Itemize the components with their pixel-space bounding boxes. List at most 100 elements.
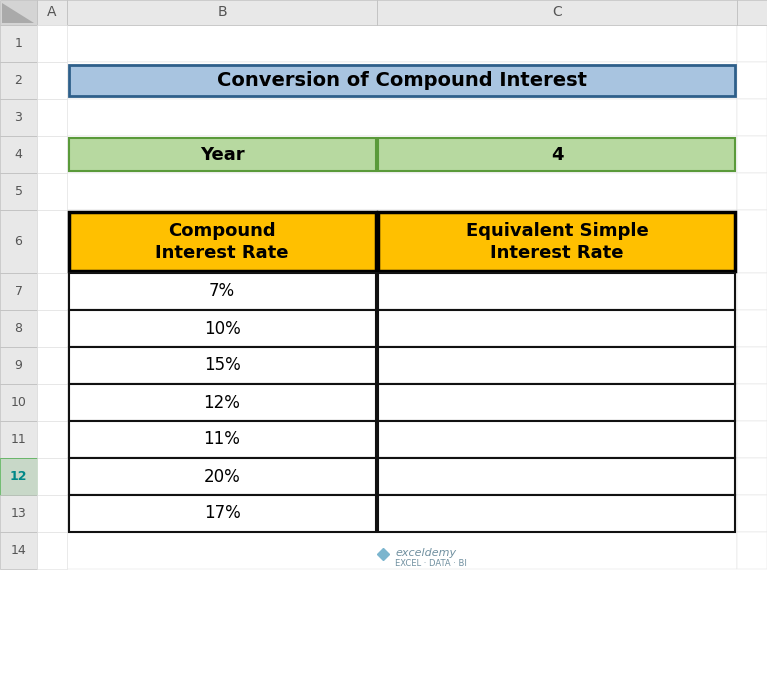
Text: A: A [48,6,57,20]
Bar [737,173,767,210]
Bar [737,458,767,495]
Bar [378,384,735,421]
Text: exceldemy: exceldemy [395,549,456,558]
Text: 12: 12 [10,470,28,483]
Bar [378,273,735,310]
Bar [37,384,67,421]
Text: 4: 4 [551,145,563,163]
Bar [737,136,767,173]
Bar [0,25,37,62]
Bar [69,458,376,495]
Bar [67,458,737,495]
Bar [67,532,737,569]
Bar [67,210,737,273]
Bar [737,310,767,347]
Bar [737,99,767,136]
Text: 15%: 15% [203,357,240,375]
Bar [67,25,737,62]
Bar [37,25,67,62]
Text: 7%: 7% [209,283,235,301]
Bar [37,99,67,136]
Bar [378,347,735,384]
Text: 20%: 20% [203,468,240,486]
Text: 17%: 17% [203,505,240,523]
Bar [67,384,737,421]
Bar [37,310,67,347]
Text: 13: 13 [11,507,26,520]
Bar [737,384,767,421]
Text: EXCEL · DATA · BI: EXCEL · DATA · BI [395,559,467,568]
Bar [378,138,735,171]
Bar [378,212,735,271]
Bar [0,99,37,136]
Text: 10: 10 [11,396,26,409]
Bar [69,384,376,421]
Bar [0,495,37,532]
Text: Interest Rate: Interest Rate [490,244,624,262]
Bar [737,25,767,62]
Bar [37,458,67,495]
Bar [69,212,376,271]
Polygon shape [2,3,34,23]
Bar [37,0,67,25]
Bar [37,273,67,310]
Text: B: B [217,6,227,20]
Bar [67,173,737,210]
Bar [69,310,376,347]
Bar [67,0,377,25]
Bar [0,532,37,569]
Bar [378,310,735,347]
Text: 5: 5 [15,185,22,198]
Bar [0,210,37,273]
Bar [377,0,737,25]
Text: Compound: Compound [168,223,276,241]
Text: 2: 2 [15,74,22,87]
Text: 11%: 11% [203,431,240,449]
Bar [0,347,37,384]
Text: 3: 3 [15,111,22,124]
Bar [69,421,376,458]
Bar [737,532,767,569]
Text: Conversion of Compound Interest: Conversion of Compound Interest [217,71,587,90]
Text: 14: 14 [11,544,26,557]
Text: 1: 1 [15,37,22,50]
Bar [0,173,37,210]
Text: 8: 8 [15,322,22,335]
Bar [737,495,767,532]
Bar [67,99,737,136]
Bar [0,421,37,458]
Text: Interest Rate: Interest Rate [155,244,288,262]
Bar [69,273,376,310]
Bar [0,458,37,495]
Bar [67,495,737,532]
Text: 12%: 12% [203,394,240,412]
Bar [737,347,767,384]
Bar [737,421,767,458]
Bar [378,458,735,495]
Bar [0,62,37,99]
Text: 11: 11 [11,433,26,446]
Bar [0,273,37,310]
Bar [69,495,376,532]
Text: 9: 9 [15,359,22,372]
Text: 4: 4 [15,148,22,161]
Text: 7: 7 [15,285,22,298]
Bar [37,421,67,458]
Bar [67,273,737,310]
Bar [37,173,67,210]
Bar [378,495,735,532]
Bar [67,62,737,99]
Bar [737,0,767,25]
Bar [737,273,767,310]
Bar [37,210,67,273]
Bar [37,347,67,384]
Bar [37,532,67,569]
Bar [737,62,767,99]
Bar [67,347,737,384]
Bar [69,138,376,171]
Bar [67,310,737,347]
Bar [737,210,767,273]
Bar [69,347,376,384]
Bar [67,421,737,458]
Bar [0,384,37,421]
